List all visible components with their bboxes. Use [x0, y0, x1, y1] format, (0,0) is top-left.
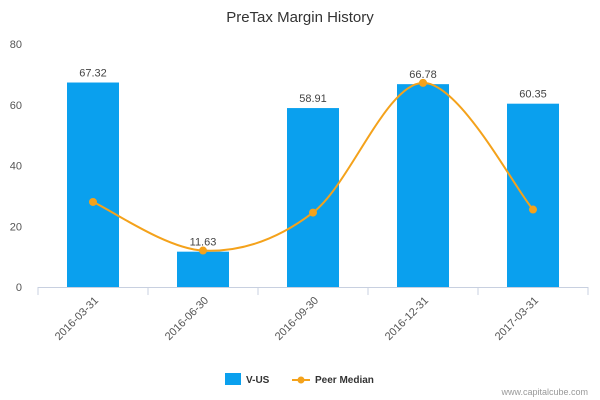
bar [507, 103, 559, 287]
legend-label-v-us: V-US [246, 375, 270, 386]
legend: V-US Peer Median [225, 373, 374, 386]
source-credit: www.capitalcube.com [500, 387, 588, 397]
chart-title: PreTax Margin History [226, 9, 374, 26]
bar [67, 82, 119, 287]
x-axis: 2016-03-31 2016-06-30 2016-09-30 2016-12-31… [37, 287, 589, 343]
peer-median-point [309, 208, 317, 217]
peer-median-point [199, 246, 207, 255]
bar-data-label: 66.78 [409, 69, 437, 81]
data-labels: 67.32 11.63 58.91 66.78 60.35 [79, 68, 547, 249]
x-tick-label: 2016-12-31 [383, 295, 431, 343]
bar-data-label: 58.91 [299, 93, 327, 105]
bar [177, 251, 229, 287]
peer-median-point [419, 78, 427, 87]
bar [397, 84, 449, 287]
bar-data-label: 60.35 [519, 89, 547, 101]
bar-data-label: 11.63 [190, 237, 217, 249]
legend-label-peer-median: Peer Median [315, 375, 374, 386]
x-tick-label: 2016-09-30 [273, 295, 321, 343]
peer-median-series [89, 78, 537, 255]
x-tick-label: 2016-03-31 [53, 295, 101, 343]
y-tick-label: 60 [10, 100, 22, 112]
x-tick-label: 2017-03-31 [493, 295, 541, 343]
bar-data-label: 67.32 [79, 68, 107, 80]
bar [287, 108, 339, 287]
y-tick-label: 20 [10, 221, 22, 233]
peer-median-line [92, 81, 534, 252]
bar-series [67, 82, 559, 287]
y-tick-label: 0 [16, 282, 22, 294]
peer-median-point [89, 197, 97, 206]
peer-median-point [529, 205, 537, 214]
x-tick-label: 2016-06-30 [163, 295, 211, 343]
legend-swatch-v-us [225, 373, 241, 385]
y-tick-label: 40 [10, 161, 22, 173]
legend-swatch-peer-median-dot [297, 376, 305, 384]
y-axis: 0 20 40 60 80 [10, 39, 22, 294]
y-tick-label: 80 [10, 39, 22, 51]
